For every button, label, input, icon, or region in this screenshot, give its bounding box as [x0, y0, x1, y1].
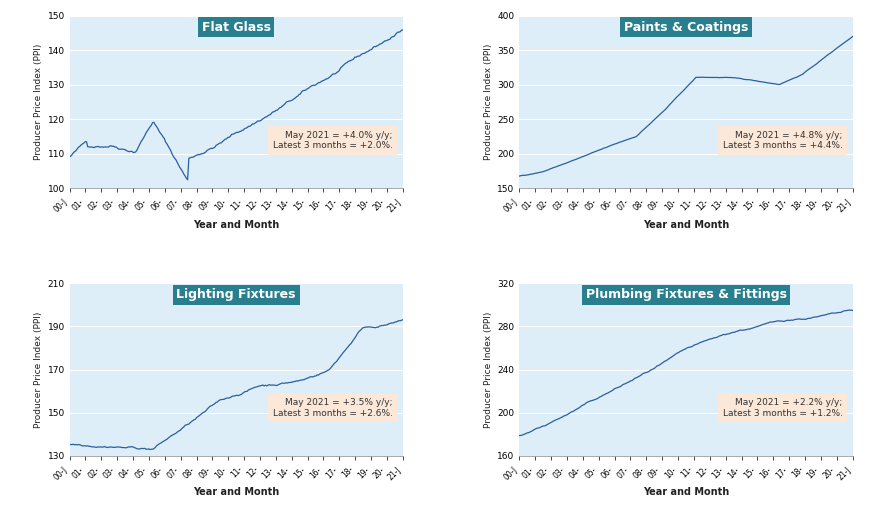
Text: Flat Glass: Flat Glass [202, 21, 270, 34]
Y-axis label: Producer Price Index (PPI): Producer Price Index (PPI) [34, 311, 43, 428]
Y-axis label: Producer Price Index (PPI): Producer Price Index (PPI) [483, 311, 493, 428]
Y-axis label: Producer Price Index (PPI): Producer Price Index (PPI) [483, 44, 493, 160]
Text: Paints & Coatings: Paints & Coatings [623, 21, 747, 34]
Text: May 2021 = +4.8% y/y;
Latest 3 months = +4.4%.: May 2021 = +4.8% y/y; Latest 3 months = … [722, 131, 842, 150]
Text: May 2021 = +2.2% y/y;
Latest 3 months = +1.2%.: May 2021 = +2.2% y/y; Latest 3 months = … [722, 398, 842, 418]
Y-axis label: Producer Price Index (PPI): Producer Price Index (PPI) [34, 44, 43, 160]
Text: May 2021 = +4.0% y/y;
Latest 3 months = +2.0%.: May 2021 = +4.0% y/y; Latest 3 months = … [273, 131, 392, 150]
X-axis label: Year and Month: Year and Month [642, 487, 728, 497]
X-axis label: Year and Month: Year and Month [642, 220, 728, 230]
X-axis label: Year and Month: Year and Month [193, 220, 279, 230]
Text: May 2021 = +3.5% y/y;
Latest 3 months = +2.6%.: May 2021 = +3.5% y/y; Latest 3 months = … [273, 398, 392, 418]
Text: Lighting Fixtures: Lighting Fixtures [176, 289, 295, 301]
Text: Plumbing Fixtures & Fittings: Plumbing Fixtures & Fittings [585, 289, 786, 301]
X-axis label: Year and Month: Year and Month [193, 487, 279, 497]
